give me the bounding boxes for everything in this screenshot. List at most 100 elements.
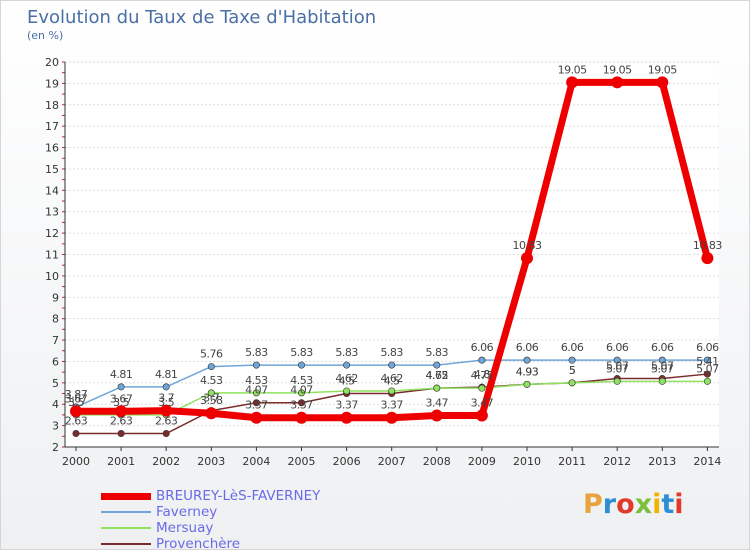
data-label: 6.06 — [696, 341, 719, 354]
data-label: 19.05 — [558, 63, 587, 76]
data-label: 4.62 — [426, 369, 449, 382]
data-label: 4.53 — [245, 374, 268, 387]
logo-letter: r — [602, 489, 617, 520]
data-label: 4.8 — [474, 368, 490, 381]
data-point — [160, 404, 173, 417]
data-point — [433, 384, 441, 392]
data-point — [385, 411, 398, 424]
data-point — [340, 411, 353, 424]
y-tick-label: 9 — [52, 291, 59, 304]
data-label: 5.07 — [606, 362, 629, 375]
logo-letter: P — [583, 489, 603, 520]
data-label: 5.83 — [335, 346, 358, 359]
data-label: 3.58 — [200, 394, 223, 407]
x-tick-label: 2002 — [152, 455, 180, 468]
data-point — [430, 409, 443, 422]
data-label: 4.81 — [110, 368, 133, 381]
data-label: 19.05 — [648, 63, 677, 76]
chart-subtitle: (en %) — [27, 29, 64, 42]
x-tick-label: 2003 — [197, 455, 225, 468]
data-label: 3.37 — [290, 399, 313, 412]
x-tick-label: 2008 — [423, 455, 451, 468]
data-label: 5.83 — [380, 346, 403, 359]
logo-letter: i — [652, 489, 662, 520]
data-point — [433, 361, 441, 369]
data-point — [70, 405, 82, 418]
data-point — [658, 377, 666, 385]
data-point — [388, 361, 396, 369]
data-point — [117, 430, 125, 438]
data-label: 5 — [569, 364, 576, 377]
y-tick-label: 7 — [52, 334, 59, 347]
x-tick-label: 2000 — [62, 455, 90, 468]
data-point — [343, 387, 351, 395]
data-label: 2.63 — [155, 415, 178, 428]
data-label: 6.06 — [516, 341, 539, 354]
logo-letter: i — [674, 489, 684, 520]
data-label: 2.63 — [65, 415, 88, 428]
data-label: 5.07 — [606, 360, 629, 373]
legend-swatch — [101, 543, 151, 545]
data-label: 4.75 — [471, 369, 494, 382]
data-label: 6.06 — [606, 341, 629, 354]
legend-swatch — [101, 527, 151, 529]
data-label: 5.07 — [651, 362, 674, 375]
data-point — [566, 76, 579, 89]
x-tick-label: 2007 — [378, 455, 406, 468]
proxiti-logo: Proxiti — [583, 489, 684, 520]
y-tick-label: 10 — [45, 270, 59, 283]
data-label: 6.06 — [651, 341, 674, 354]
data-point — [295, 411, 308, 424]
data-label: 3.37 — [380, 399, 403, 412]
data-point — [703, 356, 711, 364]
data-label: 6.06 — [561, 341, 584, 354]
data-label: 3.5 — [68, 396, 84, 409]
logo-letter: o — [616, 489, 635, 520]
x-tick-label: 2005 — [288, 455, 316, 468]
data-label: 10.83 — [513, 239, 542, 252]
x-tick-label: 2001 — [107, 455, 135, 468]
x-tick-label: 2004 — [242, 455, 270, 468]
data-point — [388, 387, 396, 395]
data-label: 3.47 — [426, 397, 449, 410]
y-tick-label: 16 — [45, 142, 59, 155]
data-point — [297, 361, 305, 369]
logo-letter: x — [634, 489, 653, 520]
x-tick-label: 2011 — [558, 455, 586, 468]
legend-label: Provenchère — [156, 536, 241, 550]
data-point — [162, 430, 170, 438]
data-point — [252, 399, 260, 407]
data-label: 5.83 — [426, 346, 449, 359]
data-label: 4.5 — [384, 375, 400, 388]
data-label: 3.67 — [65, 392, 88, 405]
data-point — [703, 370, 711, 378]
data-label: 19.05 — [603, 63, 632, 76]
data-label: 3.5 — [113, 396, 129, 409]
data-point — [250, 411, 263, 424]
data-point — [656, 76, 669, 89]
data-point — [478, 384, 486, 392]
x-tick-label: 2010 — [513, 455, 541, 468]
y-tick-label: 17 — [45, 120, 59, 133]
data-point — [613, 356, 621, 364]
x-tick-label: 2006 — [333, 455, 361, 468]
y-tick-label: 8 — [52, 313, 59, 326]
y-tick-label: 3 — [52, 420, 59, 433]
data-label: 3.87 — [65, 388, 88, 401]
y-tick-label: 13 — [45, 206, 59, 219]
data-label: 4.62 — [335, 372, 358, 385]
data-point — [207, 363, 215, 371]
data-point — [658, 356, 666, 364]
x-tick-label: 2013 — [648, 455, 676, 468]
y-tick-label: 20 — [45, 56, 59, 69]
y-tick-label: 11 — [45, 249, 59, 262]
data-label: 5.07 — [651, 360, 674, 373]
y-tick-label: 19 — [45, 77, 59, 90]
data-label: 4.75 — [426, 369, 449, 382]
data-point — [207, 389, 215, 397]
x-tick-label: 2014 — [693, 455, 721, 468]
y-tick-label: 5 — [52, 377, 59, 390]
data-label: 3.67 — [110, 392, 133, 405]
